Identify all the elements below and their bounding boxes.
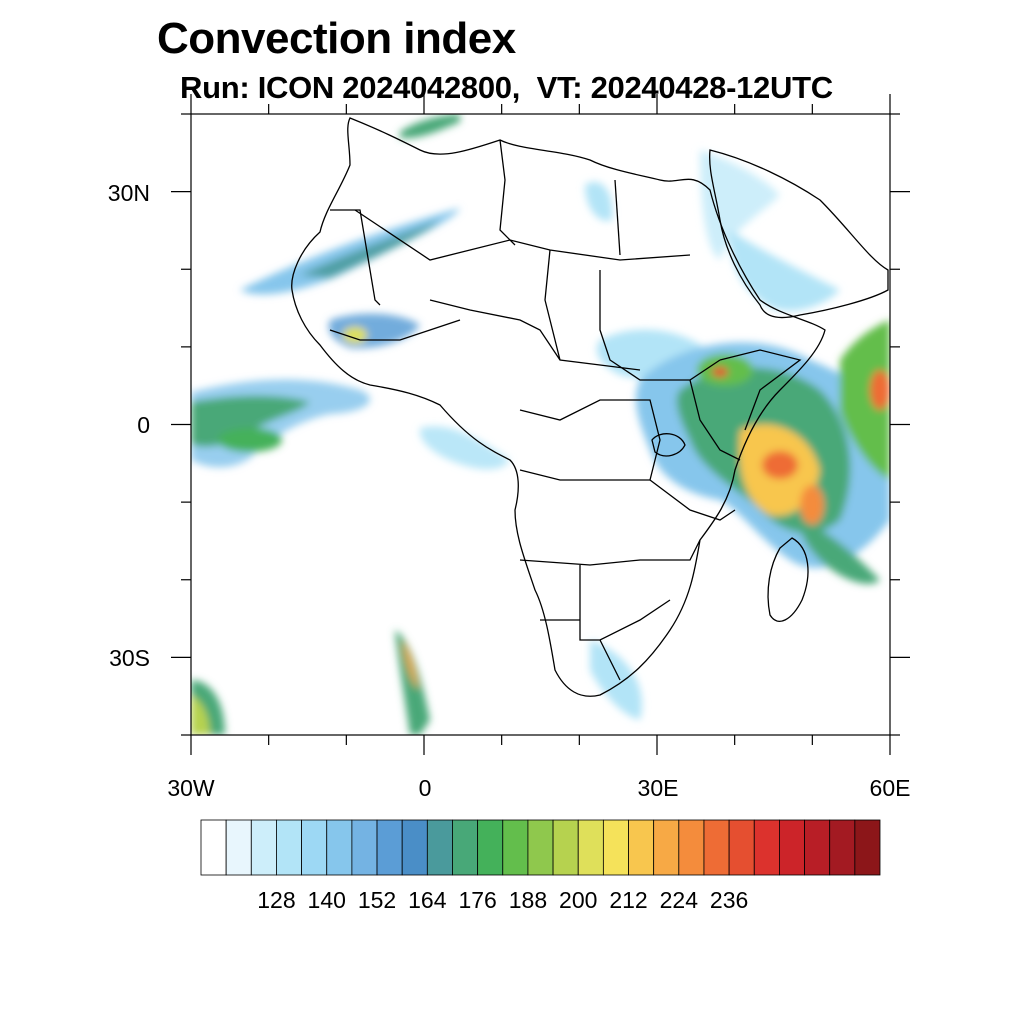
colorbar-label: 176 [458, 887, 497, 913]
field-west-africa-spot [343, 327, 367, 343]
lat-tick-label-30s: 30S [109, 645, 150, 671]
colorbar-label: 152 [357, 887, 397, 913]
colorbar-swatch [502, 819, 529, 876]
lon-tick-label-0: 0 [418, 775, 432, 801]
madagascar [767, 537, 809, 622]
field-west-africa [328, 313, 420, 349]
colorbar-label: 188 [508, 887, 548, 913]
colorbar-swatch [552, 819, 579, 876]
colorbar-swatch [753, 819, 780, 876]
border-central-2 [544, 249, 561, 361]
lon-tick-label-30e: 30E [637, 775, 679, 801]
border-central-1 [429, 299, 641, 371]
colorbar-swatch [527, 819, 554, 876]
colorbar-swatch [200, 819, 227, 876]
border-mozambique [649, 479, 736, 521]
field-atlantic-itcz-spot [218, 428, 282, 452]
colorbar-label: 128 [257, 887, 296, 913]
colorbar-swatch [854, 819, 881, 876]
field-indian-ocean [840, 320, 890, 480]
colorbar-swatch [452, 819, 479, 876]
field-egypt [585, 181, 613, 221]
colorbar-swatch [376, 819, 403, 876]
colorbar-swatch [401, 819, 428, 876]
sahara-border-2 [499, 139, 516, 246]
field-gulf-guinea [419, 426, 510, 470]
field-ethiopia-hot [712, 367, 728, 377]
colorbar-swatch [678, 819, 705, 876]
border-west-africa [329, 319, 461, 341]
colorbar-swatch [426, 819, 453, 876]
colorbar-swatch [351, 819, 378, 876]
colorbar-swatch [225, 819, 252, 876]
lon-tick-label-30w: 30W [167, 775, 215, 801]
colorbar-swatch [728, 819, 755, 876]
border-east-1 [689, 379, 741, 461]
field-sahara-streak-core [300, 220, 440, 278]
field-sahara-streak [240, 208, 460, 295]
africa-coastline [291, 117, 826, 697]
colorbar [200, 819, 881, 876]
lat-tick-label-30n: 30N [107, 180, 150, 206]
border-east-2 [719, 349, 802, 431]
border-south-1 [519, 539, 701, 566]
colorbar-swatch [602, 819, 629, 876]
colorbar-swatch [779, 819, 805, 876]
border-south-2 [579, 565, 671, 641]
colorbar-swatch [653, 819, 680, 876]
lake-victoria [651, 433, 686, 457]
colorbar-label: 236 [709, 887, 749, 913]
field-east-africa-hot-1 [762, 451, 798, 479]
colorbar-swatch [703, 819, 730, 876]
field-arabia [729, 230, 840, 311]
colorbar-swatch [477, 819, 504, 876]
convection-field [191, 114, 890, 735]
lat-tick-label-0: 0 [137, 412, 150, 438]
border-congo [519, 399, 661, 481]
arabian-peninsula [709, 149, 889, 319]
egypt-border [614, 179, 621, 256]
colorbar-swatch [829, 819, 856, 876]
colorbar-label: 140 [307, 887, 346, 913]
field-mozambique [799, 520, 880, 584]
field-atlantic-itcz-core [191, 395, 310, 447]
field-middle-east [700, 150, 780, 260]
colorbar-label: 224 [659, 887, 698, 913]
map-boundaries [291, 117, 889, 697]
colorbar-label: 200 [559, 887, 598, 913]
border-west [330, 209, 381, 306]
colorbar-swatch [577, 819, 604, 876]
field-east-africa-hot-2 [800, 485, 824, 525]
colorbar-swatch [804, 819, 831, 876]
field-southern-africa [590, 640, 642, 720]
border-central-3 [599, 270, 721, 381]
field-south-atlantic-core [402, 640, 418, 690]
colorbar-label: 212 [609, 887, 648, 913]
colorbar-swatch [276, 819, 302, 876]
colorbar-label: 164 [408, 887, 447, 913]
border-south-3 [540, 619, 621, 681]
field-indian-ocean-hot [870, 370, 890, 410]
colorbar-swatch [250, 819, 277, 876]
field-south-atlantic [395, 630, 430, 735]
axis-ticks [171, 94, 910, 755]
colorbar-swatch [326, 819, 353, 876]
lon-tick-label-60e: 60E [869, 775, 911, 801]
colorbar-swatch [301, 819, 328, 876]
chart-title: Convection index [157, 14, 516, 63]
sahara-border-1 [354, 209, 691, 261]
colorbar-swatch [628, 819, 655, 876]
field-southwest-corner-core [191, 695, 210, 735]
field-north-mediterranean [400, 114, 460, 139]
chart-subtitle: Run: ICON 2024042800, VT: 20240428-12UTC [180, 70, 833, 105]
